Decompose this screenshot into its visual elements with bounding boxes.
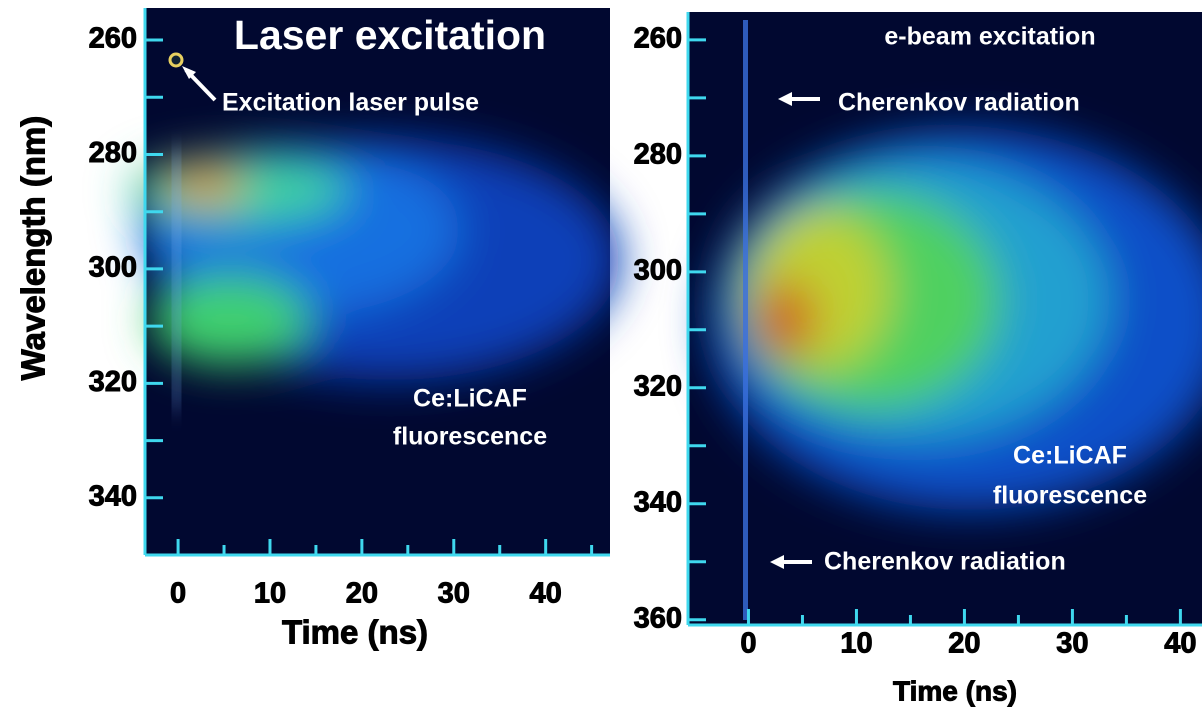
left-image xyxy=(130,8,620,555)
y-tick-label: 360 xyxy=(634,602,682,634)
x-tick-label: 0 xyxy=(170,578,186,610)
annotation: fluorescence xyxy=(993,482,1147,510)
y-tick-label: 320 xyxy=(89,366,137,398)
y-tick-label: 260 xyxy=(634,22,682,54)
y-tick-label: 320 xyxy=(634,370,682,402)
y-axis-label: Wavelength (nm) xyxy=(15,116,52,381)
x-tick-label: 40 xyxy=(1164,628,1196,660)
x-tick-label: 30 xyxy=(438,578,470,610)
y-tick-label: 280 xyxy=(89,137,137,169)
x-tick-label: 20 xyxy=(346,578,378,610)
x-tick-label: 10 xyxy=(840,628,872,660)
y-tick-label: 340 xyxy=(89,480,137,512)
x-axis-label: Time (ns) xyxy=(893,675,1017,706)
x-tick-label: 20 xyxy=(948,628,980,660)
y-tick-label: 260 xyxy=(89,23,137,55)
y-tick-label: 300 xyxy=(89,252,137,284)
x-axis-label: Time (ns) xyxy=(282,614,428,651)
annotation: Ce:LiCAF xyxy=(1013,442,1127,470)
right-image xyxy=(688,12,1202,625)
x-tick-label: 30 xyxy=(1056,628,1088,660)
chart-title: Laser excitation xyxy=(234,12,546,58)
x-tick-label: 10 xyxy=(254,578,286,610)
annotation: Ce:LiCAF xyxy=(413,385,527,413)
x-tick-label: 40 xyxy=(530,578,562,610)
annotation: Cherenkov radiation xyxy=(824,548,1066,576)
annotation: Excitation laser pulse xyxy=(222,89,479,117)
x-tick-label: 0 xyxy=(740,628,756,660)
annotation: fluorescence xyxy=(393,423,547,451)
annotation: Cherenkov radiation xyxy=(838,89,1080,117)
chart-title: e-beam excitation xyxy=(884,23,1095,51)
y-tick-label: 300 xyxy=(634,254,682,286)
y-tick-label: 340 xyxy=(634,486,682,518)
y-tick-label: 280 xyxy=(634,138,682,170)
